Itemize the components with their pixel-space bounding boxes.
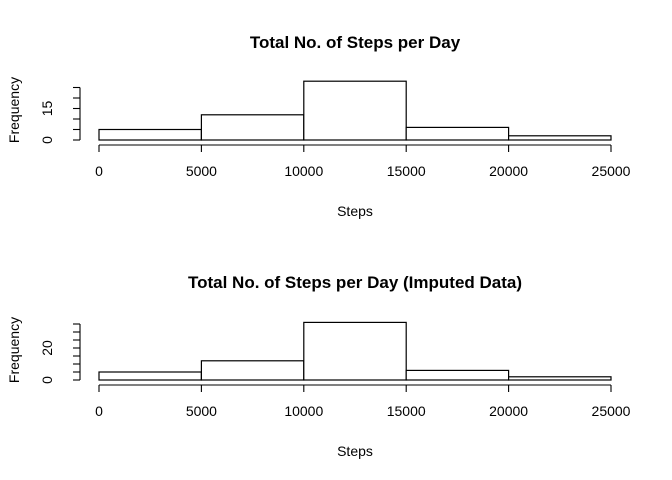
x-tick-label: 0 [95,403,103,419]
x-tick-label: 10000 [284,403,323,419]
histogram-bar [98,371,203,381]
histogram-bar [303,321,407,381]
y-axis: 0 15 [39,86,81,144]
x-tick-label: 15000 [387,163,426,179]
chart-title: Total No. of Steps per Day [250,33,461,52]
y-axis-label: Frequency [6,317,22,383]
x-tick-label: 0 [95,163,103,179]
y-axis-label: Frequency [6,77,22,143]
y-tick-label: 15 [39,101,55,117]
histogram-bar [200,360,305,381]
histogram-bar [508,135,612,141]
histogram-bar [405,126,510,141]
bars [98,321,612,381]
y-tick-label: 0 [39,376,55,384]
x-tick-label: 20000 [489,403,528,419]
histogram-bar [508,376,612,381]
x-tick-label: 25000 [592,163,631,179]
x-tick-label: 15000 [387,403,426,419]
x-tick-label: 5000 [186,403,217,419]
histogram-panel-imputed-steps: Total No. of Steps per Day (Imputed Data… [6,273,631,459]
histogram-bar [303,80,407,141]
x-tick-label: 20000 [489,163,528,179]
y-tick-label: 0 [39,136,55,144]
x-axis: 0 5000 10000 15000 20000 25000 [95,384,631,419]
x-tick-label: 10000 [284,163,323,179]
bars [98,80,612,141]
histogram-bar [405,369,510,381]
chart-title: Total No. of Steps per Day (Imputed Data… [188,273,522,292]
x-axis: 0 5000 10000 15000 20000 25000 [95,144,631,179]
x-axis-label: Steps [337,443,373,459]
x-tick-label: 5000 [186,163,217,179]
y-axis: 0 20 [39,323,81,384]
y-tick-label: 20 [39,340,55,356]
x-tick-label: 25000 [592,403,631,419]
histogram-panel-total-steps: Total No. of Steps per Day 0 15 0 5000 1000… [6,33,631,219]
histogram-bar [200,114,305,141]
histogram-bar [98,128,203,141]
x-axis-label: Steps [337,203,373,219]
